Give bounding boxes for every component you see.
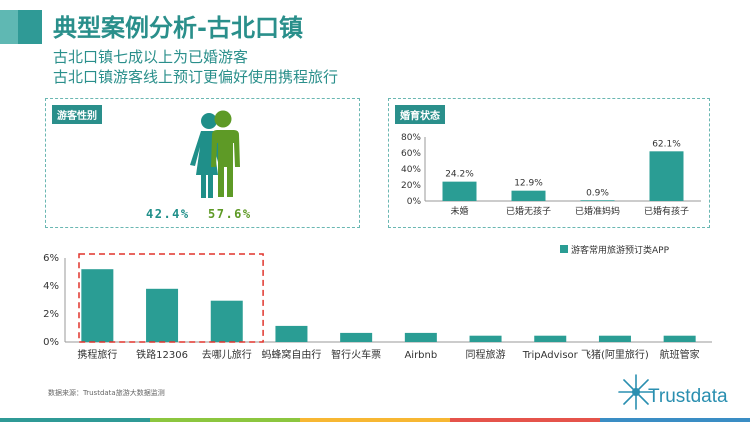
marriage-ytick-label: 20% bbox=[401, 181, 421, 191]
app-category-label: Airbnb bbox=[404, 350, 437, 361]
marriage-bar bbox=[649, 151, 684, 201]
app-category-label: 铁路12306 bbox=[136, 348, 188, 361]
app-bar bbox=[146, 288, 179, 342]
marriage-category-label: 未婚 bbox=[450, 205, 468, 217]
marriage-panel: 婚育状态 0% 20% 40% 60% 80% 24.2% 未婚 12.9% 已婚无孩子 0.9%… bbox=[388, 98, 710, 228]
trustdata-logo: Trustdata bbox=[648, 386, 728, 407]
app-bar bbox=[469, 335, 502, 342]
gender-figures bbox=[190, 110, 240, 198]
subtitle-ctrip: 古北口镇游客线上预订更偏好使用携程旅行 bbox=[53, 68, 339, 86]
app-ytick-label: 0% bbox=[43, 337, 59, 348]
source-note: 数据来源：Trustdata旅游大数据监测 bbox=[48, 389, 165, 397]
marriage-bar bbox=[580, 200, 615, 201]
marriage-ytick-label: 60% bbox=[401, 149, 421, 159]
app-category-label: TripAdvisor bbox=[522, 350, 579, 361]
marriage-data-label: 62.1% bbox=[652, 139, 681, 149]
marriage-bar bbox=[511, 190, 546, 201]
legend-swatch bbox=[560, 245, 568, 253]
marriage-category-label: 已婚无孩子 bbox=[506, 205, 551, 217]
gender-panel-tag: 游客性别 bbox=[52, 105, 102, 124]
app-bar bbox=[81, 269, 114, 342]
app-bar bbox=[534, 335, 567, 342]
marriage-category-label: 已婚有孩子 bbox=[644, 205, 689, 217]
app-bar bbox=[404, 332, 437, 342]
page-title: 典型案例分析-古北口镇 bbox=[53, 14, 303, 42]
app-category-label: 蚂蜂窝自由行 bbox=[261, 348, 321, 361]
app-category-label: 同程旅游 bbox=[466, 348, 506, 361]
app-ytick-label: 6% bbox=[43, 253, 59, 264]
marriage-chart: 0% 20% 40% 60% 80% 24.2% 未婚 12.9% 已婚无孩子 0.9% 已婚准妈妈… bbox=[401, 133, 701, 217]
app-bar bbox=[663, 335, 696, 342]
marriage-ytick-label: 40% bbox=[401, 165, 421, 175]
male-figure-icon bbox=[211, 110, 240, 197]
male-pct: 57.6% bbox=[208, 207, 252, 221]
app-category-label: 携程旅行 bbox=[77, 348, 117, 361]
marriage-data-label: 12.9% bbox=[514, 179, 543, 189]
gender-panel: 游客性别 42.4% 57.6% bbox=[45, 98, 360, 228]
app-ytick-label: 2% bbox=[43, 309, 59, 320]
marriage-data-label: 0.9% bbox=[586, 188, 609, 198]
marriage-category-label: 已婚准妈妈 bbox=[575, 205, 620, 217]
app-category-label: 飞猪(阿里旅行) bbox=[581, 348, 649, 361]
title-accent-bar-light bbox=[0, 10, 18, 44]
app-category-label: 智行火车票 bbox=[331, 348, 381, 361]
highlight-box bbox=[78, 253, 264, 343]
app-chart: 0% 2% 4% 6% 携程旅行 铁路12306 去哪儿旅行 蚂蜂窝自由行 智行火车票 Airbn… bbox=[43, 244, 712, 361]
marriage-bar bbox=[442, 181, 477, 201]
app-bar bbox=[275, 325, 308, 342]
app-category-label: 去哪儿旅行 bbox=[202, 348, 252, 361]
app-bar bbox=[598, 335, 631, 342]
app-ytick-label: 4% bbox=[43, 281, 59, 292]
marriage-ytick-label: 0% bbox=[407, 197, 422, 207]
marriage-data-label: 24.2% bbox=[445, 170, 474, 180]
subtitle-married: 古北口镇七成以上为已婚游客 bbox=[53, 48, 249, 66]
legend-label: 游客常用旅游预订类APP bbox=[571, 244, 670, 256]
marriage-panel-tag: 婚育状态 bbox=[395, 105, 445, 124]
app-bar bbox=[210, 300, 243, 342]
trustdata-logo-icon bbox=[618, 374, 654, 410]
app-bar bbox=[340, 332, 373, 342]
female-pct: 42.4% bbox=[146, 207, 190, 221]
bottom-color-strip bbox=[0, 418, 750, 422]
app-category-label: 航班管家 bbox=[660, 348, 700, 361]
marriage-ytick-label: 80% bbox=[401, 133, 421, 143]
